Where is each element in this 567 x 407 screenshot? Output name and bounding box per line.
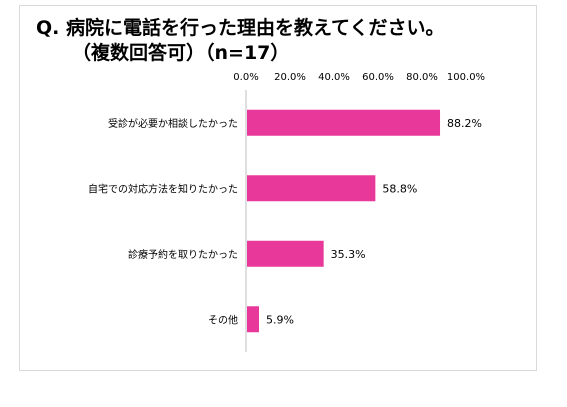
- bar: [247, 109, 441, 136]
- data-label: 88.2%: [447, 117, 482, 130]
- category-label: その他: [208, 313, 238, 326]
- bar: [247, 240, 324, 267]
- data-label: 58.8%: [382, 182, 417, 195]
- bar: [247, 175, 376, 202]
- x-tick-label: 40.0%: [318, 72, 350, 83]
- x-tick-label: 20.0%: [274, 72, 306, 83]
- bar: [247, 306, 259, 333]
- category-label: 診療予約を取りたかった: [128, 248, 238, 261]
- chart-subtitle: （複数回答可）（n=17）: [72, 42, 290, 64]
- category-label: 自宅での対応方法を知りたかった: [88, 182, 238, 195]
- chart-title: Q. 病院に電話を行った理由を教えてください。: [36, 17, 445, 39]
- data-label: 5.9%: [266, 313, 294, 326]
- data-label: 35.3%: [331, 248, 366, 261]
- x-tick-label: 80.0%: [406, 72, 438, 83]
- x-tick-label: 0.0%: [233, 72, 258, 83]
- category-label: 受診が必要か相談したかった: [108, 117, 238, 130]
- x-tick-label: 100.0%: [447, 72, 485, 83]
- x-tick-label: 60.0%: [362, 72, 394, 83]
